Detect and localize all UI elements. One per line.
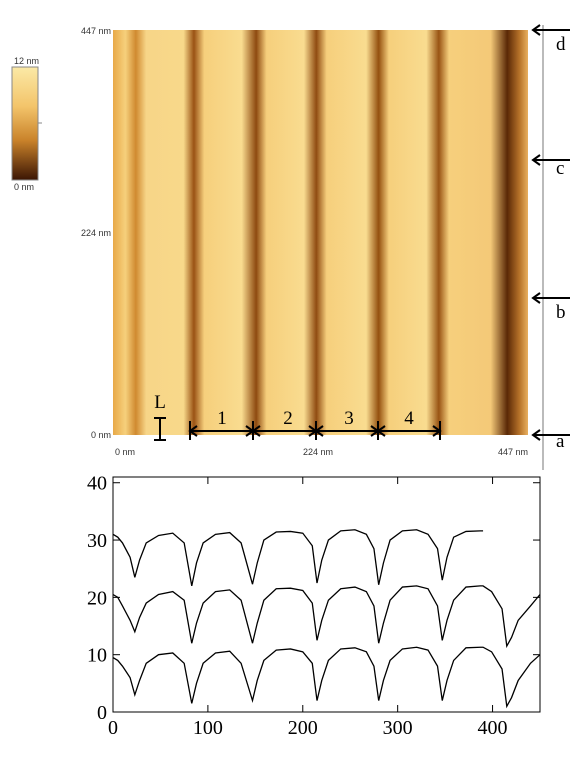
afm-y-label: 224 nm xyxy=(81,228,111,238)
profile-line xyxy=(112,646,541,709)
x-tick-label: 0 xyxy=(108,717,118,739)
arrow-label: b xyxy=(556,302,566,323)
x-tick-label: 100 xyxy=(193,717,223,739)
x-tick-label: 200 xyxy=(288,717,318,739)
y-tick-label: 30 xyxy=(87,530,107,552)
afm-x-label: 224 nm xyxy=(303,447,333,457)
x-tick-label: 400 xyxy=(478,717,508,739)
afm-y-label: 0 nm xyxy=(91,430,111,440)
afm-x-label: 0 nm xyxy=(115,447,135,457)
profile-line xyxy=(112,585,541,649)
afm-x-label: 447 nm xyxy=(498,447,528,457)
arrow-label: c xyxy=(556,158,564,179)
segment-label: 3 xyxy=(344,408,354,429)
x-tick-label: 300 xyxy=(383,717,413,739)
colorbar-label: 12 nm xyxy=(14,56,39,66)
segment-label: 4 xyxy=(404,408,414,429)
arrow-label: d xyxy=(556,34,566,55)
y-tick-label: 0 xyxy=(97,702,107,724)
y-tick-label: 10 xyxy=(87,645,107,667)
afm-image xyxy=(113,30,528,435)
annotations xyxy=(154,24,570,470)
segment-label: 1 xyxy=(217,408,227,429)
y-tick-label: 20 xyxy=(87,587,107,609)
y-tick-label: 40 xyxy=(87,473,107,495)
colorbar-label: 0 nm xyxy=(14,182,34,192)
scale-label: L xyxy=(154,392,166,413)
afm-y-label: 447 nm xyxy=(81,26,111,36)
segment-label: 2 xyxy=(283,408,293,429)
profile-line xyxy=(112,529,484,587)
colorbar xyxy=(11,66,39,181)
arrow-label: a xyxy=(556,431,565,452)
